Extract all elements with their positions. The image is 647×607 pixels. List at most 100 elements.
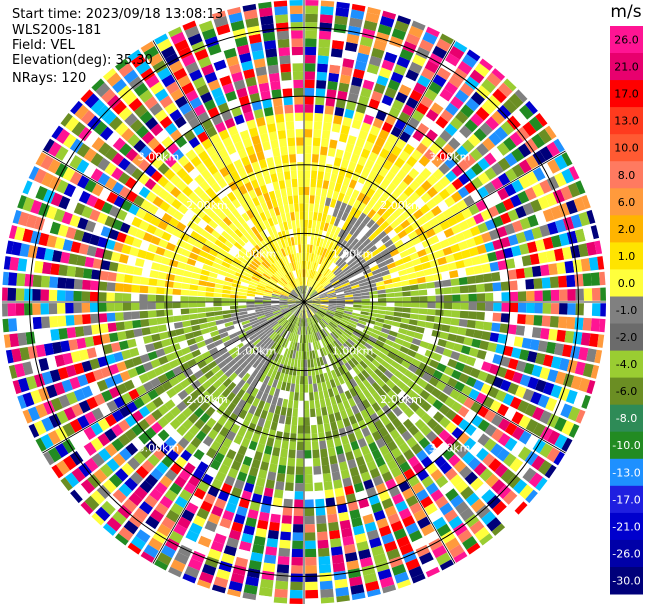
velocity-gate <box>326 271 333 279</box>
velocity-gate <box>540 264 550 276</box>
velocity-gate <box>550 234 562 248</box>
velocity-gate <box>431 387 442 399</box>
velocity-gate <box>305 5 319 15</box>
velocity-gate <box>327 307 337 311</box>
velocity-gate <box>407 455 420 468</box>
velocity-gate <box>523 326 534 338</box>
velocity-gate <box>575 288 584 301</box>
velocity-gate <box>445 254 455 263</box>
velocity-gate <box>327 324 335 331</box>
velocity-gate <box>482 137 496 151</box>
velocity-gate <box>511 442 525 456</box>
velocity-gate <box>321 406 328 416</box>
velocity-gate <box>490 147 504 161</box>
velocity-gate <box>457 159 470 172</box>
velocity-gate <box>362 205 372 216</box>
velocity-gate <box>479 340 490 351</box>
velocity-gate <box>424 88 438 102</box>
velocity-gate <box>302 310 304 319</box>
velocity-gate <box>522 202 535 216</box>
velocity-gate <box>312 300 321 302</box>
velocity-gate <box>464 119 478 133</box>
velocity-gate <box>507 269 517 280</box>
velocity-gate <box>591 287 601 301</box>
velocity-gate <box>500 212 512 225</box>
velocity-gate <box>340 184 348 195</box>
velocity-gate <box>310 317 314 325</box>
velocity-gate <box>394 302 403 307</box>
velocity-gate <box>344 291 353 296</box>
velocity-gate <box>453 551 468 563</box>
velocity-gate <box>391 28 407 41</box>
velocity-gate <box>305 326 308 335</box>
velocity-gate <box>421 221 433 232</box>
velocity-gate <box>458 353 469 364</box>
velocity-gate <box>425 228 436 238</box>
velocity-gate <box>420 135 433 148</box>
velocity-gate <box>583 303 593 316</box>
velocity-gate <box>421 372 433 383</box>
velocity-gate <box>293 515 304 525</box>
velocity-gate <box>357 202 367 212</box>
velocity-gate <box>413 332 424 340</box>
velocity-gate <box>381 404 392 415</box>
velocity-gate <box>372 475 384 487</box>
velocity-gate <box>497 484 512 500</box>
velocity-gate <box>352 293 362 297</box>
velocity-gate <box>568 423 580 438</box>
velocity-gate <box>442 246 453 256</box>
velocity-gate <box>332 562 346 573</box>
colorbar-tick-label: -2.0 <box>616 331 637 344</box>
velocity-gate <box>481 78 496 94</box>
velocity-gate <box>519 374 531 387</box>
velocity-gate <box>518 159 532 174</box>
velocity-gate <box>335 338 343 347</box>
velocity-gate <box>316 179 323 188</box>
velocity-gate <box>450 440 463 453</box>
velocity-gate <box>328 334 335 342</box>
velocity-gate <box>304 269 306 278</box>
velocity-gate <box>422 31 438 45</box>
velocity-gate <box>435 212 447 224</box>
velocity-gate <box>439 264 449 273</box>
velocity-gate <box>542 354 554 367</box>
velocity-gate <box>319 306 328 310</box>
velocity-gate <box>292 540 303 550</box>
velocity-gate <box>304 483 314 492</box>
velocity-gate <box>570 345 581 359</box>
velocity-gate <box>403 174 414 186</box>
velocity-gate <box>304 294 307 302</box>
velocity-gate <box>356 402 366 412</box>
velocity-gate <box>481 361 492 372</box>
velocity-gate <box>355 456 366 467</box>
velocity-gate <box>315 272 321 281</box>
velocity-gate <box>306 252 309 261</box>
velocity-gate <box>305 0 319 6</box>
velocity-gate <box>542 237 554 250</box>
velocity-gate <box>334 226 342 236</box>
velocity-gate <box>321 456 330 466</box>
velocity-gate <box>575 303 584 316</box>
velocity-gate <box>474 526 490 542</box>
velocity-gate <box>342 58 355 69</box>
velocity-gate <box>366 188 376 199</box>
velocity-gate <box>309 289 316 297</box>
velocity-gate <box>339 261 347 269</box>
velocity-gate <box>470 498 485 513</box>
velocity-gate <box>385 306 395 312</box>
velocity-gate <box>469 520 485 535</box>
velocity-gate <box>312 299 321 302</box>
velocity-gate <box>315 313 322 321</box>
velocity-gate <box>537 251 548 264</box>
velocity-gate <box>426 198 437 210</box>
velocity-gate <box>304 120 313 130</box>
velocity-gate <box>432 224 444 235</box>
velocity-gate <box>445 170 458 183</box>
velocity-gate <box>383 319 393 326</box>
velocity-gate <box>365 486 377 498</box>
velocity-gate <box>315 506 326 516</box>
velocity-gate <box>328 521 340 532</box>
velocity-gate <box>420 167 432 180</box>
velocity-gate <box>397 180 409 192</box>
velocity-gate <box>343 242 351 251</box>
